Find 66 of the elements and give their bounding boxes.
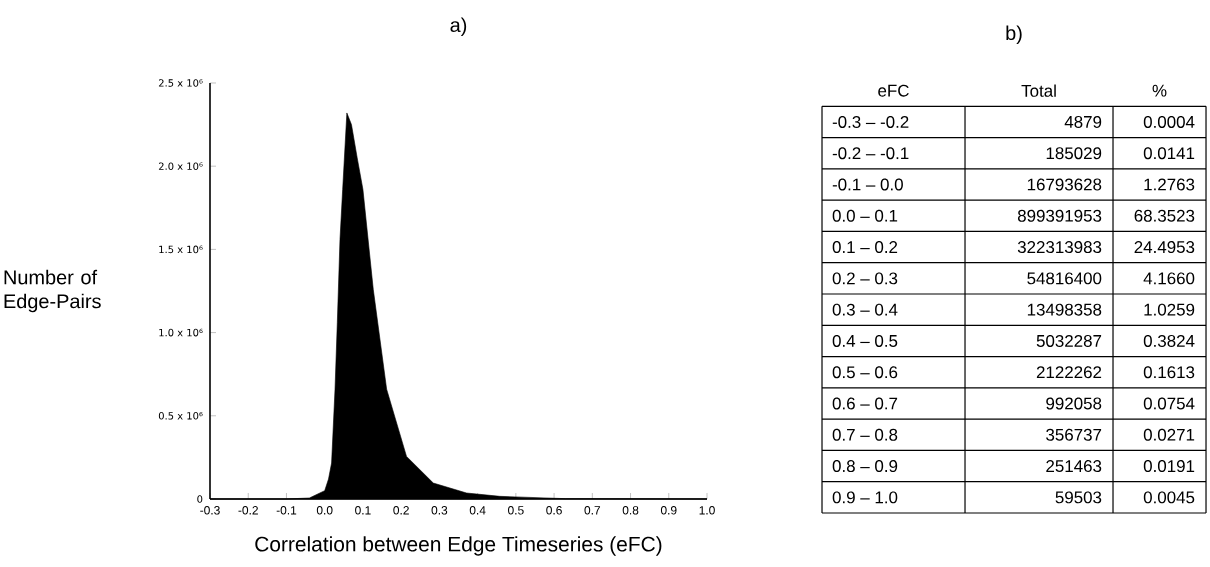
data-label: 4.1660 <box>1143 272 1195 285</box>
y-axis-title: Number of Edge-Pairs <box>4 269 101 313</box>
category-label: 0.6 – 0.7 <box>832 397 898 410</box>
data-label: 0.0004 <box>1143 115 1195 128</box>
data-label: 251463 <box>1046 460 1102 473</box>
data-label: 68.3523 <box>1134 209 1195 222</box>
data-label: 24.4953 <box>1134 241 1195 254</box>
x-axis-title: Correlation between Edge Timeseries (eFC) <box>255 536 662 556</box>
data-label: 0.1613 <box>1143 366 1195 379</box>
data-label: 992058 <box>1046 397 1102 410</box>
data-label: 13498358 <box>1027 303 1102 316</box>
data-label: 1.2763 <box>1144 178 1195 191</box>
data-label: 54816400 <box>1027 272 1102 285</box>
data-label: 185029 <box>1046 147 1102 160</box>
data-label: 899391953 <box>1017 209 1102 222</box>
category-label: -0.2 – -0.1 <box>832 147 909 160</box>
x-tick-label: -0.3 <box>200 506 220 515</box>
data-label: 0.0045 <box>1143 491 1195 504</box>
category-label: 0.3 – 0.4 <box>832 303 898 316</box>
data-label: 2122262 <box>1036 366 1102 379</box>
category-label: -0.1 – 0.0 <box>832 178 903 191</box>
data-label: 5032287 <box>1036 334 1102 347</box>
category-label: 0.9 – 1.0 <box>832 491 898 504</box>
y-tick-label: 0.5 x 10⁶ <box>158 412 203 420</box>
category-label: -0.3 – -0.2 <box>832 115 909 128</box>
data-label: 59503 <box>1055 491 1102 504</box>
y-tick-label: 1.0 x 10⁶ <box>159 328 203 337</box>
data-label: 0.0754 <box>1143 397 1195 410</box>
data-label: 322313983 <box>1017 241 1102 254</box>
text: % <box>1152 84 1167 97</box>
category-label: 0.8 – 0.9 <box>832 460 898 473</box>
data-label: 0.0141 <box>1143 147 1195 160</box>
x-tick-label: 0.5 <box>508 506 524 515</box>
data-label: 0.3824 <box>1143 334 1195 347</box>
x-tick-label: 1.0 <box>699 506 715 515</box>
x-tick-label: 0.1 <box>355 506 371 515</box>
x-tick-label: -0.2 <box>238 506 258 515</box>
x-tick-label: 0.9 <box>660 506 677 515</box>
x-tick-label: 0.4 <box>469 506 486 515</box>
chart-title: a) <box>450 17 467 36</box>
x-tick-label: -0.1 <box>276 506 297 515</box>
category-label: 0.1 – 0.2 <box>832 241 898 254</box>
data-label: 356737 <box>1046 428 1102 441</box>
text: b) <box>1006 25 1022 45</box>
data-label: 1.0259 <box>1144 303 1195 316</box>
y-tick-label: 2.0 x 10⁶ <box>158 162 203 170</box>
text: Total <box>1021 84 1056 97</box>
data-label: 0.0191 <box>1143 460 1195 473</box>
category-label: 0.0 – 0.1 <box>832 209 898 222</box>
category-label: 0.4 – 0.5 <box>832 334 898 347</box>
x-tick-label: 0.0 <box>316 506 333 515</box>
y-tick-label: 2.5 x 10⁶ <box>158 79 203 87</box>
x-tick-label: 0.8 <box>622 506 639 515</box>
x-tick-label: 0.3 <box>431 506 448 515</box>
y-tick-label: 0 <box>197 495 203 503</box>
y-tick-label: 1.5 x 10⁶ <box>159 245 203 254</box>
data-label: 4879 <box>1064 115 1102 128</box>
category-label: 0.5 – 0.6 <box>832 366 898 379</box>
data-label: 16793628 <box>1027 178 1102 191</box>
x-tick-label: 0.2 <box>393 506 409 515</box>
data-label: 0.0271 <box>1143 428 1195 441</box>
x-tick-label: 0.6 <box>546 506 562 515</box>
text: eFC <box>878 84 909 97</box>
x-tick-label: 0.7 <box>584 506 601 515</box>
category-label: 0.2 – 0.3 <box>832 272 898 285</box>
category-label: 0.7 – 0.8 <box>832 428 898 441</box>
